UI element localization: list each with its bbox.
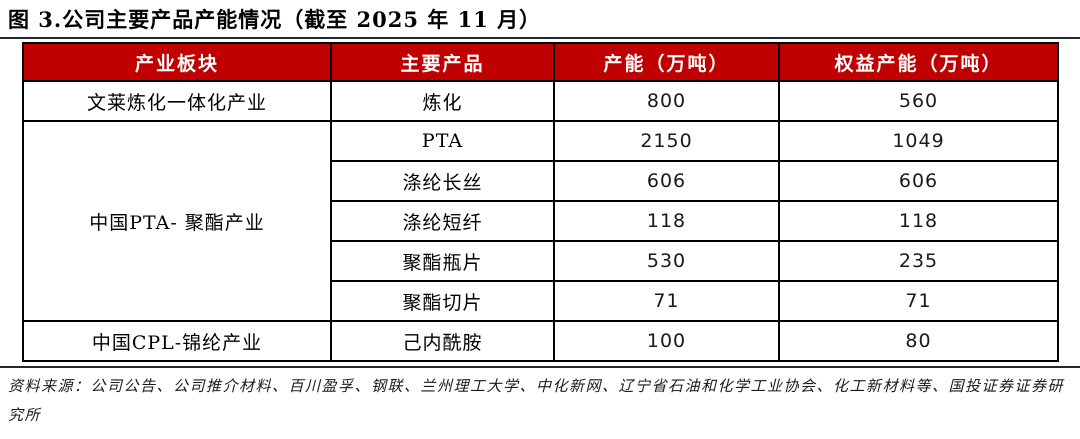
product-cell: 聚酯瓶片 (330, 240, 555, 282)
equity-capacity-cell: 80 (778, 320, 1059, 362)
capacity-cell: 2150 (553, 120, 780, 162)
table-row: 涤纶长丝 606 606 (23, 160, 1059, 202)
product-cell: 炼化 (330, 80, 555, 122)
product-cell: 己内酰胺 (330, 320, 555, 362)
equity-capacity-cell: 606 (778, 160, 1059, 202)
capacity-cell: 118 (553, 200, 780, 242)
sector-cell-brunei: 文莱炼化一体化产业 (22, 80, 332, 122)
table-row: 中国PTA- 聚酯产业 PTA 2150 1049 (22, 120, 1059, 322)
column-header-capacity: 产能（万吨） (553, 42, 780, 82)
table-row: 涤纶短纤 118 118 (23, 200, 1059, 242)
title-divider-line (0, 37, 1080, 39)
equity-capacity-cell: 560 (778, 80, 1059, 122)
sector-cell-china-cpl: 中国CPL-锦纶产业 (22, 320, 332, 362)
figure-title: 图 3.公司主要产品产能情况（截至 2025 年 11 月） (8, 7, 542, 32)
capacity-table: 产业板块 主要产品 产能（万吨） 权益产能（万吨） 文莱炼化一体化产业 炼化 8… (22, 42, 1059, 362)
table-row: 聚酯瓶片 530 235 (23, 240, 1059, 282)
product-cell: PTA (330, 120, 555, 162)
capacity-cell: 100 (553, 320, 780, 362)
column-header-equity-capacity: 权益产能（万吨） (778, 42, 1059, 82)
table-row: 中国CPL-锦纶产业 己内酰胺 100 80 (22, 320, 1059, 362)
product-cell: 聚酯切片 (330, 280, 555, 322)
source-note: 资料来源：公司公告、公司推介材料、百川盈孚、钢联、兰州理工大学、中化新网、辽宁省… (8, 377, 1065, 424)
product-cell: 涤纶短纤 (330, 200, 555, 242)
equity-capacity-cell: 71 (778, 280, 1059, 322)
column-header-product: 主要产品 (330, 42, 555, 82)
capacity-cell: 800 (553, 80, 780, 122)
equity-capacity-cell: 118 (778, 200, 1059, 242)
capacity-cell: 530 (553, 240, 780, 282)
product-cell: 涤纶长丝 (330, 160, 555, 202)
column-header-industry: 产业板块 (22, 42, 332, 82)
capacity-cell: 71 (553, 280, 780, 322)
table-row: 文莱炼化一体化产业 炼化 800 560 (22, 80, 1059, 122)
equity-capacity-cell: 1049 (778, 120, 1059, 162)
footer-divider-line (0, 366, 1080, 368)
equity-capacity-cell: 235 (778, 240, 1059, 282)
capacity-cell: 606 (553, 160, 780, 202)
table-row: 聚酯切片 71 71 (23, 280, 1059, 322)
header-row: 产业板块 主要产品 产能（万吨） 权益产能（万吨） (22, 42, 1059, 82)
sector-cell-china-pta: 中国PTA- 聚酯产业 (22, 120, 332, 322)
